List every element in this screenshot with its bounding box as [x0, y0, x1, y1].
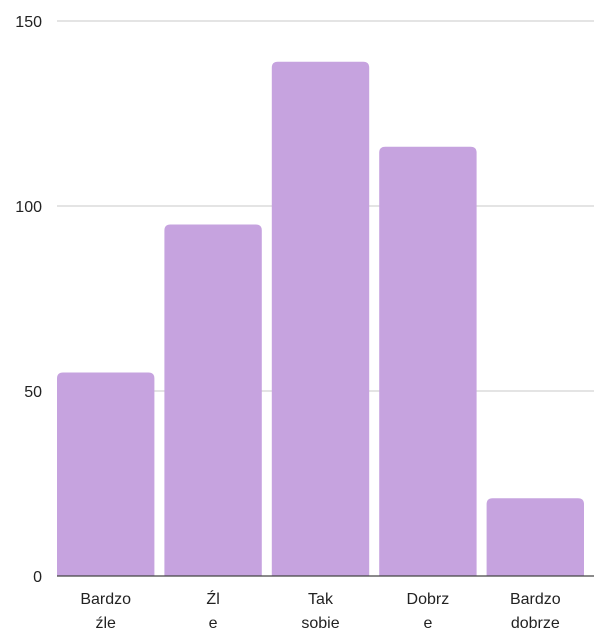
- bar: [486, 498, 584, 576]
- x-category-label-line: Źl: [206, 589, 219, 608]
- x-category-label-line: Bardzo: [510, 591, 561, 608]
- x-category-label-line: sobie: [301, 615, 339, 630]
- x-category-label-line: Dobrz: [407, 591, 450, 608]
- x-category-label-line: dobrze: [511, 615, 560, 630]
- x-category-label-line: e: [423, 615, 432, 630]
- bar: [379, 146, 477, 577]
- x-category-label: Źl e: [206, 589, 219, 630]
- y-tick-label: 50: [24, 384, 42, 401]
- y-tick-label: 100: [15, 199, 42, 216]
- x-category-labels: Bardzo źle Źl e Tak sobie Dobrz e Bardzo dobrze: [80, 589, 560, 630]
- x-category-label-line: źle: [95, 615, 116, 630]
- x-category-label: Tak sobie: [301, 591, 339, 630]
- x-category-label: Bardzo źle: [80, 591, 131, 630]
- bar: [57, 372, 155, 576]
- y-tick-label: 150: [15, 14, 42, 31]
- x-category-label-line: Bardzo: [80, 591, 131, 608]
- x-category-label-line: e: [209, 615, 218, 630]
- bar: [271, 61, 370, 576]
- y-tick-label: 0: [33, 569, 42, 586]
- x-category-label: Dobrz e: [407, 591, 450, 630]
- bar: [164, 224, 262, 576]
- x-category-label-line: Tak: [308, 591, 334, 608]
- y-tick-labels: 0 50 100 150: [15, 14, 42, 586]
- bars: [57, 61, 584, 577]
- x-category-label: Bardzo dobrze: [510, 591, 561, 630]
